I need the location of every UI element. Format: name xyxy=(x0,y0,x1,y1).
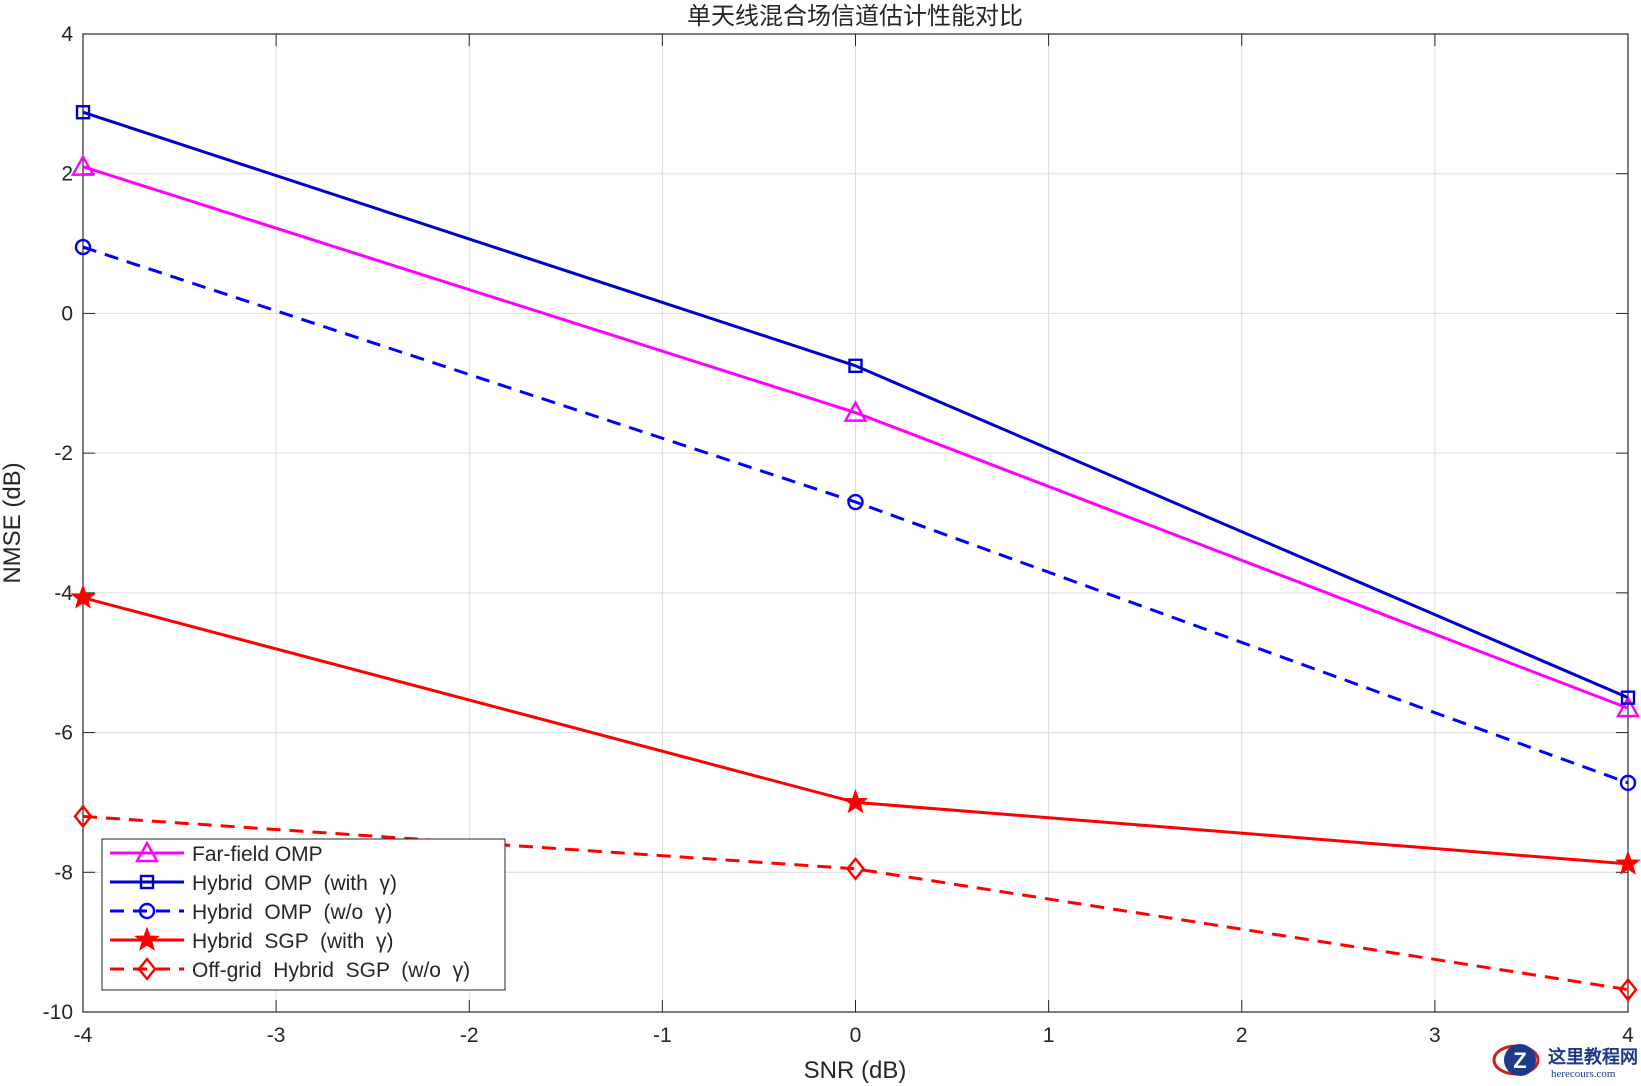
legend-item: Far-field OMP xyxy=(110,840,323,866)
data-point xyxy=(847,493,864,511)
x-tick-label: -3 xyxy=(267,1024,286,1047)
legend-label: Hybrid SGP (with γ) xyxy=(192,930,394,953)
data-point xyxy=(843,400,868,422)
series-2 xyxy=(75,105,1636,705)
legend: Far-field OMP Hybrid OMP (with γ) Hybrid O… xyxy=(101,838,506,991)
y-tick-label: 4 xyxy=(61,23,73,46)
series-line xyxy=(82,814,1629,992)
legend-item: Off-grid Hybrid SGP (w/o γ) xyxy=(110,957,470,982)
data-point xyxy=(137,957,157,981)
x-tick-label: 1 xyxy=(1043,1024,1055,1047)
series-line xyxy=(82,110,1629,699)
series-4 xyxy=(70,584,1641,875)
data-point xyxy=(134,840,160,863)
x-tick-label: -2 xyxy=(460,1024,479,1047)
data-point xyxy=(74,238,92,256)
data-point xyxy=(138,902,156,920)
x-tick-label: 3 xyxy=(1429,1024,1441,1047)
data-point xyxy=(1615,850,1641,875)
series-line xyxy=(82,245,1629,785)
y-tick-label: 2 xyxy=(61,163,73,186)
legend-label: Hybrid OMP (with γ) xyxy=(192,872,397,895)
x-axis-label: SNR (dB) xyxy=(804,1057,907,1084)
x-tick-label: -1 xyxy=(653,1024,672,1047)
y-tick-label: 0 xyxy=(61,302,73,325)
data-point xyxy=(134,926,160,951)
legend-item: Hybrid OMP (with γ) xyxy=(110,872,397,895)
y-tick-label: -2 xyxy=(54,442,73,465)
legend-item: Hybrid OMP (w/o γ) xyxy=(110,901,392,924)
data-point xyxy=(848,358,863,374)
watermark: Z 这里教程网 herecours.com xyxy=(1492,1044,1638,1080)
x-tick-label: -4 xyxy=(74,1024,93,1047)
data-point xyxy=(75,105,91,120)
data-point xyxy=(842,788,869,814)
x-tick-label: 0 xyxy=(850,1024,862,1047)
watermark-logo-icon: Z xyxy=(1492,1044,1540,1076)
y-tick-label: -8 xyxy=(54,861,73,884)
data-point xyxy=(73,804,93,829)
svg-text:Z: Z xyxy=(1513,1048,1526,1073)
y-axis-label: NMSE (dB) xyxy=(0,462,26,583)
data-point xyxy=(1615,695,1641,718)
series xyxy=(70,105,1641,1002)
y-tick-label: -4 xyxy=(54,582,73,605)
series-line xyxy=(82,165,1629,710)
series-5 xyxy=(73,804,1638,1002)
data-point xyxy=(845,856,866,881)
watermark-text-cn: 这里教程网 xyxy=(1548,1046,1638,1068)
series-3 xyxy=(74,238,1637,792)
series-1 xyxy=(70,154,1641,718)
legend-label: Off-grid Hybrid SGP (w/o γ) xyxy=(192,959,470,982)
data-point xyxy=(139,874,155,890)
legend-label: Hybrid OMP (w/o γ) xyxy=(192,901,392,924)
y-tick-label: -6 xyxy=(54,722,73,745)
watermark-text-en: herecours.com xyxy=(1551,1068,1616,1080)
x-tick-label: 4 xyxy=(1622,1024,1634,1047)
data-point xyxy=(1618,977,1638,1002)
data-point xyxy=(70,584,96,609)
y-tick-label: -10 xyxy=(43,1001,73,1024)
legend-item: Hybrid SGP (with γ) xyxy=(110,926,394,953)
legend-label: Far-field OMP xyxy=(192,843,323,866)
legend-box xyxy=(101,838,506,991)
data-point xyxy=(1620,690,1636,705)
data-point xyxy=(70,154,96,176)
x-tick-label: 2 xyxy=(1236,1024,1248,1047)
chart-title: 单天线混合场信道估计性能对比 xyxy=(687,2,1023,30)
data-point xyxy=(1619,774,1637,792)
